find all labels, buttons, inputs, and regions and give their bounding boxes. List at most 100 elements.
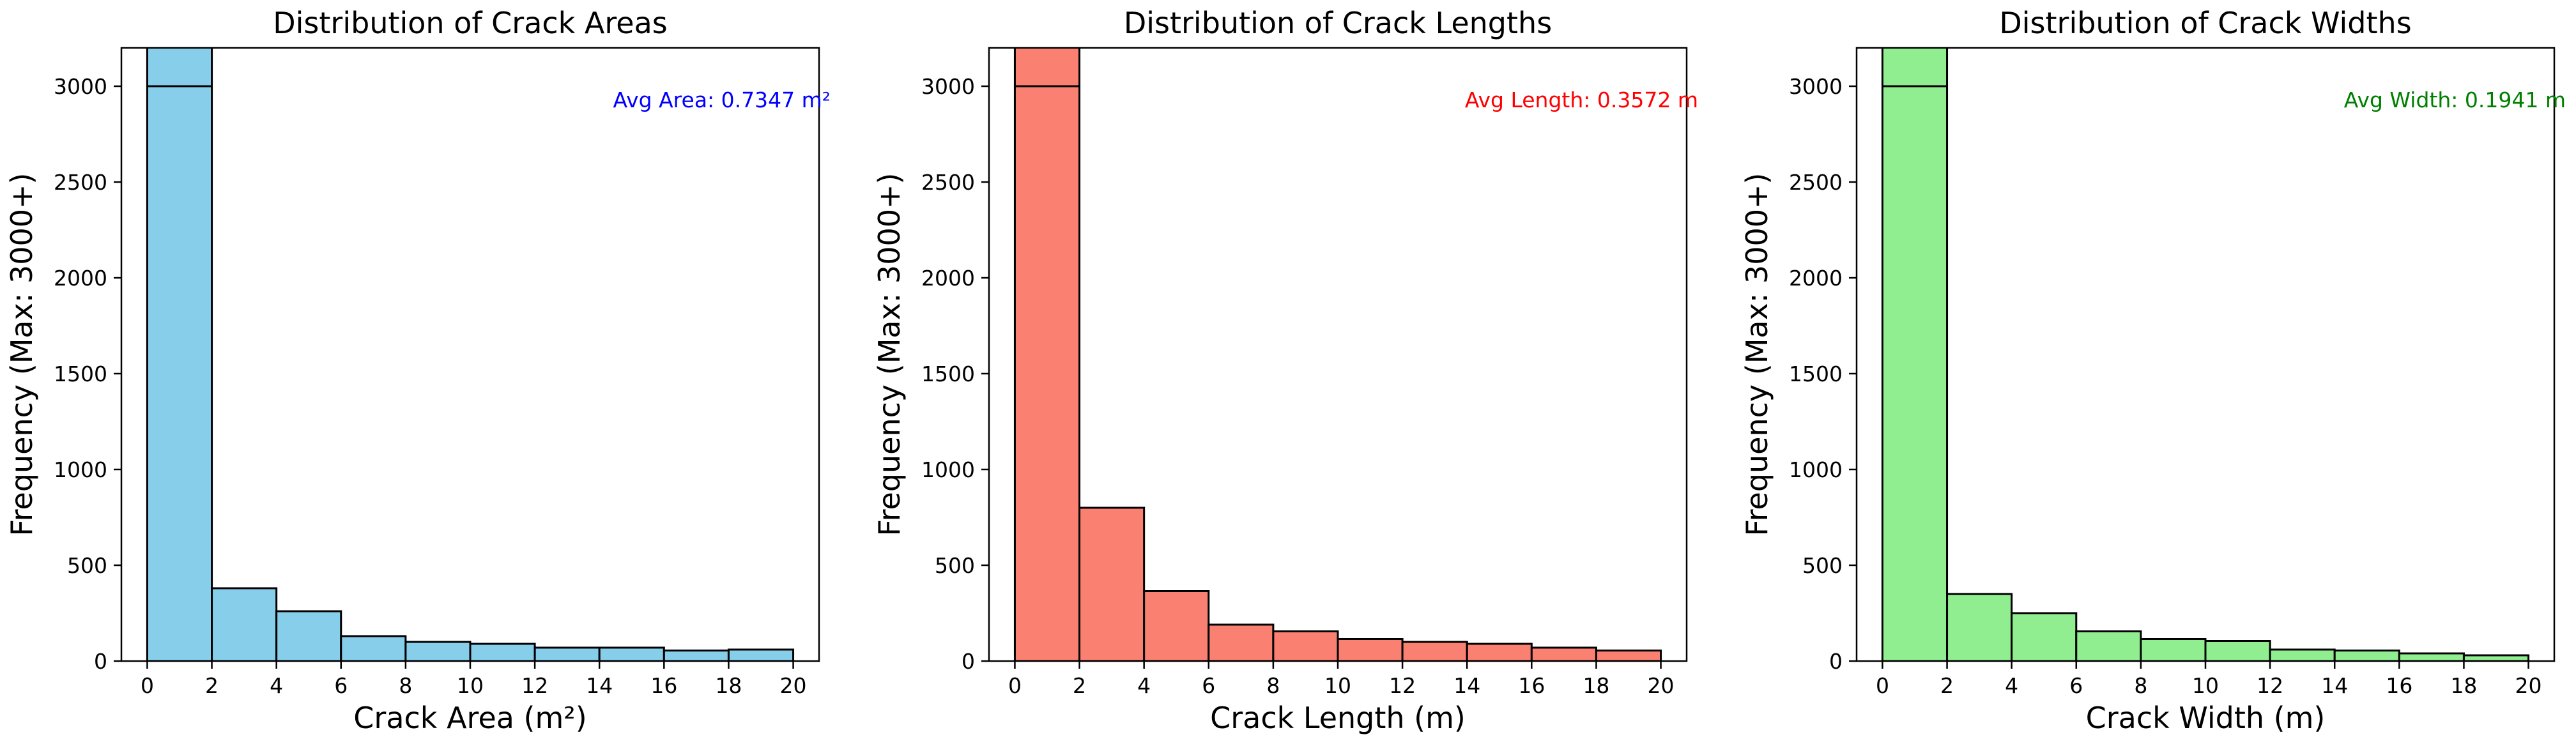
histogram-bar [146,48,213,661]
x-tick-label: 6 [2069,673,2083,698]
x-tick-label: 20 [2515,673,2542,698]
bars [1013,48,1662,661]
histogram-bar [663,650,730,661]
histogram-bar [2333,650,2400,661]
x-tick-label: 14 [2321,673,2348,698]
x-tick-label: 12 [1389,673,1416,698]
histogram-bar [2398,652,2465,661]
x-tick-label: 0 [1008,673,1022,698]
x-tick-label: 8 [1266,673,1280,698]
y-tick-label: 1500 [54,362,107,386]
histogram-bar [533,646,601,661]
x-tick-label: 16 [1518,673,1545,698]
x-tick-label: 14 [586,673,613,698]
average-annotation: Avg Width: 0.1941 m [2344,88,2566,112]
chart-panel-2: 0 2 4 6 8 10 12 14 16 18 20 0 500 1000 1500 2000 2500 300… [872,6,1698,735]
y-tick-label: 1000 [921,457,975,482]
x-tick-label: 0 [1876,673,1889,698]
plot-frame [120,47,820,662]
histogram-bar [727,648,795,661]
x-axis-label: Crack Area (m²) [353,701,586,735]
x-tick-label: 6 [1202,673,1215,698]
y-tick-label: 2000 [921,266,975,291]
histogram-bar [2011,612,2078,661]
y-axis-label: Frequency (Max: 3000+) [872,173,907,537]
histogram-bar [1272,630,1339,661]
x-tick-label: 0 [141,673,154,698]
x-tick-label: 2 [1940,673,1954,698]
x-tick-label: 18 [2450,673,2477,698]
x-tick-label: 12 [2257,673,2283,698]
histogram-bar [275,610,342,661]
y-tick-label: 1000 [1789,457,1843,482]
x-tick-label: 16 [650,673,677,698]
x-tick-label: 12 [521,673,548,698]
x-tick-label: 2 [205,673,218,698]
y-tick-label: 2500 [921,170,975,195]
histogram-bar [1401,641,1468,661]
x-tick-label: 20 [1648,673,1675,698]
x-tick-label: 18 [1583,673,1609,698]
histogram-bar [1208,623,1275,661]
y-tick-label: 2500 [1789,170,1843,195]
chart-title: Distribution of Crack Lengths [1124,6,1552,40]
histogram-bar [598,646,665,661]
histogram-bar [1530,646,1597,661]
x-tick-label: 10 [457,673,484,698]
x-axis-label: Crack Length (m) [1210,701,1466,735]
y-axis-label: Frequency (Max: 3000+) [1740,173,1774,537]
x-tick-label: 10 [2192,673,2219,698]
y-tick-label: 1500 [1789,362,1843,386]
x-tick-label: 4 [2005,673,2018,698]
y-tick-label: 2000 [1789,266,1843,291]
histogram-bar [211,587,278,661]
histogram-bar [469,643,536,661]
x-tick-label: 2 [1073,673,1086,698]
histogram-bar [2140,638,2207,661]
x-axis-label: Crack Width (m) [2086,701,2326,735]
histogram-bar [2204,640,2271,661]
x-tick-label: 10 [1324,673,1351,698]
y-tick-label: 500 [1802,553,1843,578]
y-tick-label: 1500 [921,362,975,386]
histogram-bar [340,635,407,661]
chart-panel-3: 0 2 4 6 8 10 12 14 16 18 20 0 500 1000 1500 2000 2500 300… [1740,6,2566,735]
histogram-bar [2075,630,2142,661]
x-tick-label: 14 [1453,673,1480,698]
x-tick-label: 4 [270,673,283,698]
bars [1881,48,2530,661]
y-tick-label: 3000 [921,74,975,99]
histogram-bar [1466,643,1533,661]
histogram-bar [404,641,471,661]
y-tick-label: 500 [935,553,975,578]
y-tick-label: 0 [94,649,107,674]
average-annotation: Avg Area: 0.7347 m² [613,88,831,112]
y-axis-label: Frequency (Max: 3000+) [4,173,39,537]
histogram-bar [1881,48,1949,661]
histogram-bar [1337,638,1404,661]
histogram-bar [2462,654,2530,661]
y-tick-label: 0 [1829,649,1843,674]
y-tick-label: 3000 [1789,74,1843,99]
histogram-bar [1946,593,2013,661]
x-tick-label: 16 [2386,673,2412,698]
bars [146,48,795,661]
x-tick-label: 4 [1137,673,1151,698]
x-tick-label: 8 [399,673,412,698]
chart-panel-1: 0 2 4 6 8 10 12 14 16 18 20 0 500 1000 1500 2000 2500 300… [4,6,831,735]
histogram-bar [1595,650,1662,661]
y-tick-label: 2000 [54,266,107,291]
x-tick-label: 6 [334,673,348,698]
x-tick-label: 20 [780,673,807,698]
plot-frame [1855,47,2556,662]
average-annotation: Avg Length: 0.3572 m [1465,88,1698,112]
y-tick-label: 3000 [54,74,107,99]
x-tick-label: 18 [715,673,742,698]
y-tick-label: 1000 [54,457,107,482]
y-tick-label: 0 [962,649,975,674]
y-tick-label: 2500 [54,170,107,195]
x-tick-label: 8 [2134,673,2147,698]
histogram-bar [1143,590,1210,661]
histogram-bar [2269,648,2336,661]
